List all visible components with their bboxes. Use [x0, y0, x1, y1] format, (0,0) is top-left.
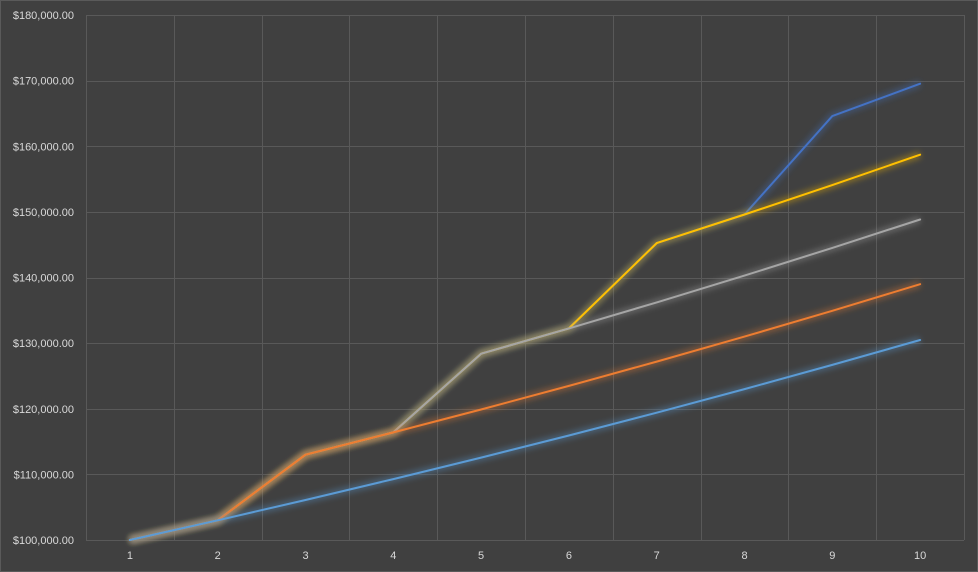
- series-1: [128, 336, 922, 544]
- y-tick-label: $160,000.00: [13, 141, 74, 153]
- x-tick-label: 10: [914, 550, 926, 562]
- x-tick-label: 6: [566, 550, 572, 562]
- series-2: [128, 280, 922, 544]
- series-2-line: [128, 283, 922, 541]
- x-tick-label: 3: [302, 550, 308, 562]
- x-tick-label: 2: [215, 550, 221, 562]
- x-tick-label: 5: [478, 550, 484, 562]
- x-tick-label: 7: [654, 550, 660, 562]
- y-tick-label: $180,000.00: [13, 10, 74, 22]
- y-tick-label: $120,000.00: [13, 404, 74, 416]
- x-axis-tick-labels: 1 2 3 4 5 6 7 8 9 10: [127, 550, 926, 562]
- y-tick-label: $130,000.00: [13, 338, 74, 350]
- y-tick-label: $140,000.00: [13, 273, 74, 285]
- gridlines: [86, 15, 965, 541]
- series-lines: [128, 80, 922, 544]
- y-axis-tick-labels: $100,000.00 $110,000.00 $120,000.00 $130,00…: [13, 10, 74, 547]
- x-tick-label: 4: [390, 550, 396, 562]
- y-tick-label: $170,000.00: [13, 76, 74, 88]
- y-tick-label: $110,000.00: [14, 469, 74, 481]
- y-tick-label: $150,000.00: [13, 207, 74, 219]
- x-tick-label: 8: [741, 550, 747, 562]
- series-1-line: [128, 339, 922, 541]
- y-tick-label: $100,000.00: [13, 535, 74, 547]
- x-tick-label: 1: [127, 550, 133, 562]
- x-tick-label: 9: [829, 550, 835, 562]
